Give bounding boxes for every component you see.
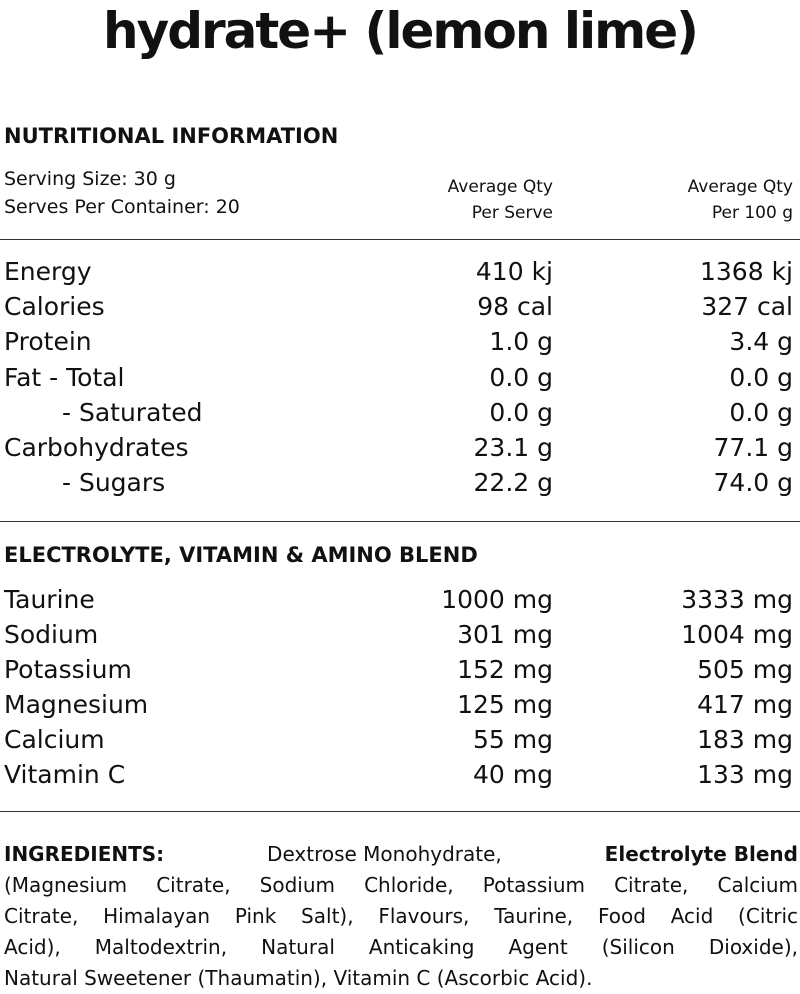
divider [0, 521, 800, 522]
column-header: Average Qty Per 100 g [593, 174, 793, 226]
per-serve: 40 mg [473, 760, 553, 789]
per-serve: 410 kj [475, 257, 553, 286]
per-serve: 1000 mg [441, 585, 553, 614]
per-serve: 301 mg [457, 620, 553, 649]
ingredient-text: Dextrose Monohydrate, [267, 842, 502, 866]
per-100g: 0.0 g [729, 362, 793, 392]
row-label: Calories [4, 292, 105, 322]
row-label: Magnesium [4, 690, 149, 719]
column-header-line: Per Serve [471, 203, 553, 223]
table-row: Protein 1.0 g 3.4 g [0, 327, 800, 362]
serving-size: Serving Size: 30 g [4, 168, 176, 190]
table-row: Calcium 55 mg 183 mg [0, 725, 800, 760]
per-serve: 55 mg [473, 725, 553, 754]
table-row: Vitamin C 40 mg 133 mg [0, 760, 800, 795]
table-row: Sodium 301 mg 1004 mg [0, 620, 800, 655]
table-row: - Saturated 0.0 g 0.0 g [0, 398, 800, 433]
ingredients-line: INGREDIENTS: Dextrose Monohydrate, Elect… [4, 839, 798, 870]
per-100g: 505 mg [697, 655, 793, 684]
per-100g: 74.0 g [713, 468, 793, 498]
per-100g: 327 cal [701, 292, 793, 322]
row-label: Carbohydrates [4, 433, 189, 462]
per-serve: 98 cal [477, 292, 553, 322]
per-100g: 133 mg [697, 760, 793, 789]
table-row: Carbohydrates 23.1 g 77.1 g [0, 433, 800, 468]
table-row: Taurine 1000 mg 3333 mg [0, 585, 800, 620]
per-serve: 0.0 g [489, 362, 553, 392]
table-row: Calories 98 cal 327 cal [0, 292, 800, 327]
per-100g: 1004 mg [681, 620, 793, 649]
per-serve: 0.0 g [489, 397, 553, 427]
ingredients: INGREDIENTS: Dextrose Monohydrate, Elect… [4, 839, 798, 994]
row-label: Potassium [4, 655, 132, 684]
per-100g: 0.0 g [729, 397, 793, 427]
row-label: Protein [4, 327, 92, 357]
ingredients-line: Citrate, Himalayan Pink Salt), Flavours,… [4, 904, 798, 928]
column-header: Average Qty Per Serve [353, 174, 553, 226]
per-100g: 183 mg [697, 725, 793, 754]
per-serve: 23.1 g [473, 433, 553, 462]
row-label: Fat - Total [4, 362, 125, 392]
table-row: Potassium 152 mg 505 mg [0, 655, 800, 690]
ingredients-line: Acid), Maltodextrin, Natural Anticaking … [4, 935, 798, 959]
title: hydrate+ (lemon lime) [103, 2, 699, 60]
per-100g: 3333 mg [681, 585, 793, 614]
table-row: Energy 410 kj 1368 kj [0, 257, 800, 292]
ingredients-label: INGREDIENTS: [4, 842, 165, 866]
ingredient-bold: Electrolyte Blend [604, 842, 798, 866]
row-label: Sodium [4, 620, 99, 649]
row-label: Vitamin C [4, 760, 126, 789]
section-heading: NUTRITIONAL INFORMATION [4, 124, 339, 148]
divider [0, 811, 800, 812]
table-row: - Sugars 22.2 g 74.0 g [0, 468, 800, 503]
row-label: - Sugars [62, 468, 166, 498]
per-serve: 152 mg [457, 655, 553, 684]
row-label: Energy [4, 257, 92, 286]
column-header-line: Average Qty [447, 177, 553, 197]
per-serve: 125 mg [457, 690, 553, 719]
table-row: Magnesium 125 mg 417 mg [0, 690, 800, 725]
per-serve: 1.0 g [489, 327, 553, 357]
per-100g: 417 mg [697, 690, 793, 719]
per-100g: 1368 kj [700, 257, 793, 286]
row-label: - Saturated [62, 397, 203, 427]
column-header-line: Per 100 g [711, 203, 793, 223]
per-serve: 22.2 g [473, 468, 553, 498]
table-row: Fat - Total 0.0 g 0.0 g [0, 363, 800, 398]
serves-per-container: Serves Per Container: 20 [4, 196, 240, 218]
section-heading: ELECTROLYTE, VITAMIN & AMINO BLEND [4, 543, 478, 567]
row-label: Taurine [4, 585, 95, 614]
divider [0, 239, 800, 240]
ingredients-line: (Magnesium Citrate, Sodium Chloride, Pot… [4, 873, 798, 897]
per-100g: 3.4 g [729, 327, 793, 357]
row-label: Calcium [4, 725, 105, 754]
per-100g: 77.1 g [713, 433, 793, 462]
column-header-line: Average Qty [687, 177, 793, 197]
ingredients-line: Natural Sweetener (Thaumatin), Vitamin C… [4, 966, 593, 990]
